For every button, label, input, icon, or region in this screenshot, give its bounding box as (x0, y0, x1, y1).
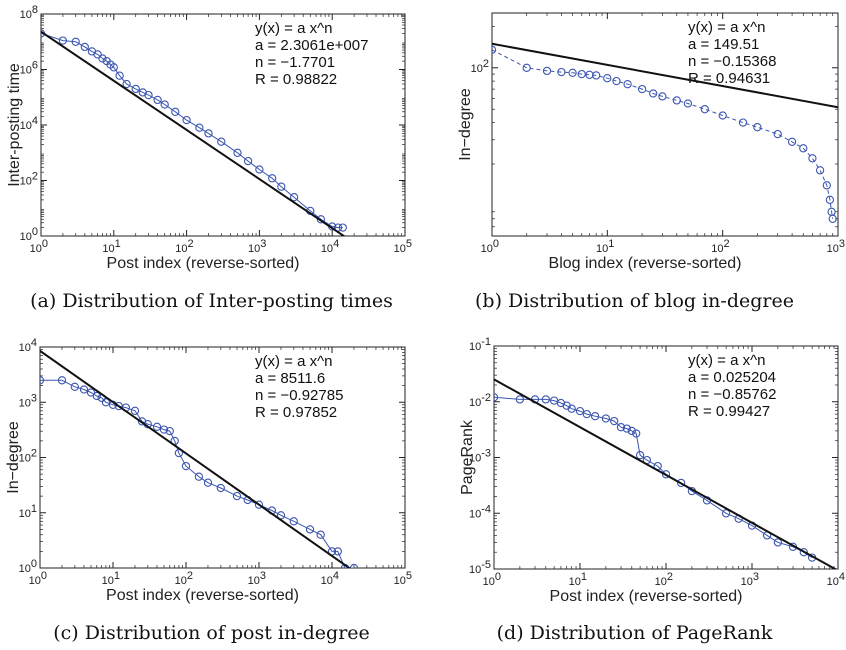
data-point (739, 119, 746, 126)
tick-label: 102 (711, 238, 729, 255)
data-point (523, 64, 530, 71)
fit-annotation-line: n = −1.7701 (255, 54, 335, 71)
tick-label: 10-4 (469, 503, 491, 520)
fit-annotation-line: y(x) = a x^n (688, 19, 765, 36)
tick-label: 102 (471, 58, 489, 75)
fit-annotation-line: a = 0.025204 (688, 369, 776, 386)
fit-annotation-line: y(x) = a x^n (255, 20, 332, 37)
chart-panel-d: 100 101 102 103 10410-510-410-310-210-1Post … (459, 336, 845, 605)
fit-line (41, 32, 405, 278)
fit-annotation-line: a = 2.3061e+007 (255, 37, 368, 54)
tick-label: 102 (655, 571, 673, 588)
tick-label: 100 (20, 226, 38, 243)
fit-annotation-line: n = −0.92785 (255, 387, 343, 404)
y-axis-label: In−degree (5, 421, 22, 494)
tick-label: 103 (248, 238, 266, 255)
data-point (774, 131, 781, 138)
caption-panel-a: (a) Distribution of Inter-posting times (0, 290, 423, 312)
tick-label: 100 (483, 571, 501, 588)
tick-label: 104 (827, 571, 845, 588)
data-layer (37, 30, 405, 277)
tick-label: 101 (569, 571, 587, 588)
tick-label: 10-1 (469, 336, 491, 353)
tick-label: 101 (19, 503, 37, 520)
fit-annotation-line: n = −0.85762 (688, 386, 776, 403)
fit-annotation-line: n = −0.15368 (688, 53, 776, 70)
tick-label: 104 (321, 238, 339, 255)
x-axis-label: Post index (reverse-sorted) (107, 255, 300, 272)
data-point (817, 167, 824, 174)
y-axis-label: PageRank (459, 419, 476, 495)
x-axis-label: Post index (reverse-sorted) (106, 587, 299, 604)
fit-annotation-line: R = 0.97852 (255, 404, 337, 421)
tick-label: 102 (175, 570, 193, 587)
tick-label: 103 (741, 571, 759, 588)
fit-annotation-line: a = 149.51 (688, 36, 759, 53)
tick-label: 101 (596, 238, 614, 255)
data-point (673, 97, 680, 104)
y-axis-label: Inter-posting time (6, 63, 23, 187)
y-axis-label: In−degree (457, 88, 474, 161)
tick-label: 108 (20, 4, 38, 21)
x-axis-label: Blog index (reverse-sorted) (549, 255, 742, 272)
tick-label: 102 (175, 238, 193, 255)
fit-annotation-line: y(x) = a x^n (255, 353, 332, 370)
tick-label: 103 (248, 570, 266, 587)
plot-frame (492, 13, 838, 236)
tick-label: 104 (19, 337, 37, 354)
tick-label: 104 (321, 570, 339, 587)
fit-annotation-line: a = 8511.6 (255, 370, 325, 387)
fit-annotation-line: y(x) = a x^n (688, 352, 765, 369)
data-point (701, 106, 708, 113)
fit-line (492, 44, 838, 107)
tick-label: 10-5 (469, 559, 491, 576)
tick-label: 100 (29, 570, 47, 587)
tick-label: 100 (481, 238, 499, 255)
plot-frame (40, 347, 405, 568)
x-axis-label: Post index (reverse-sorted) (550, 588, 743, 605)
fit-line (40, 351, 405, 607)
data-point (754, 124, 761, 131)
tick-label: 105 (394, 238, 412, 255)
data-layer (488, 44, 838, 223)
data-layer (490, 379, 838, 570)
data-point (809, 155, 816, 162)
tick-label: 10-2 (469, 392, 491, 409)
data-layer (36, 351, 405, 607)
tick-label: 103 (827, 238, 845, 255)
fit-annotation-line: R = 0.98822 (255, 71, 337, 88)
fit-annotation-line: R = 0.99427 (688, 403, 770, 420)
tick-label: 101 (102, 570, 120, 587)
tick-label: 100 (30, 238, 48, 255)
tick-label: 101 (102, 238, 120, 255)
tick-label: 100 (19, 558, 37, 575)
tick-label: 105 (394, 570, 412, 587)
fit-annotation-line: R = 0.94631 (688, 70, 770, 87)
caption-panel-d: (d) Distribution of PageRank (423, 622, 846, 644)
fit-line (494, 379, 838, 570)
plot-frame (494, 346, 838, 569)
data-point (613, 78, 620, 85)
caption-panel-b: (b) Distribution of blog in-degree (423, 290, 846, 312)
tick-label: 103 (19, 392, 37, 409)
caption-panel-c: (c) Distribution of post in-degree (0, 622, 423, 644)
